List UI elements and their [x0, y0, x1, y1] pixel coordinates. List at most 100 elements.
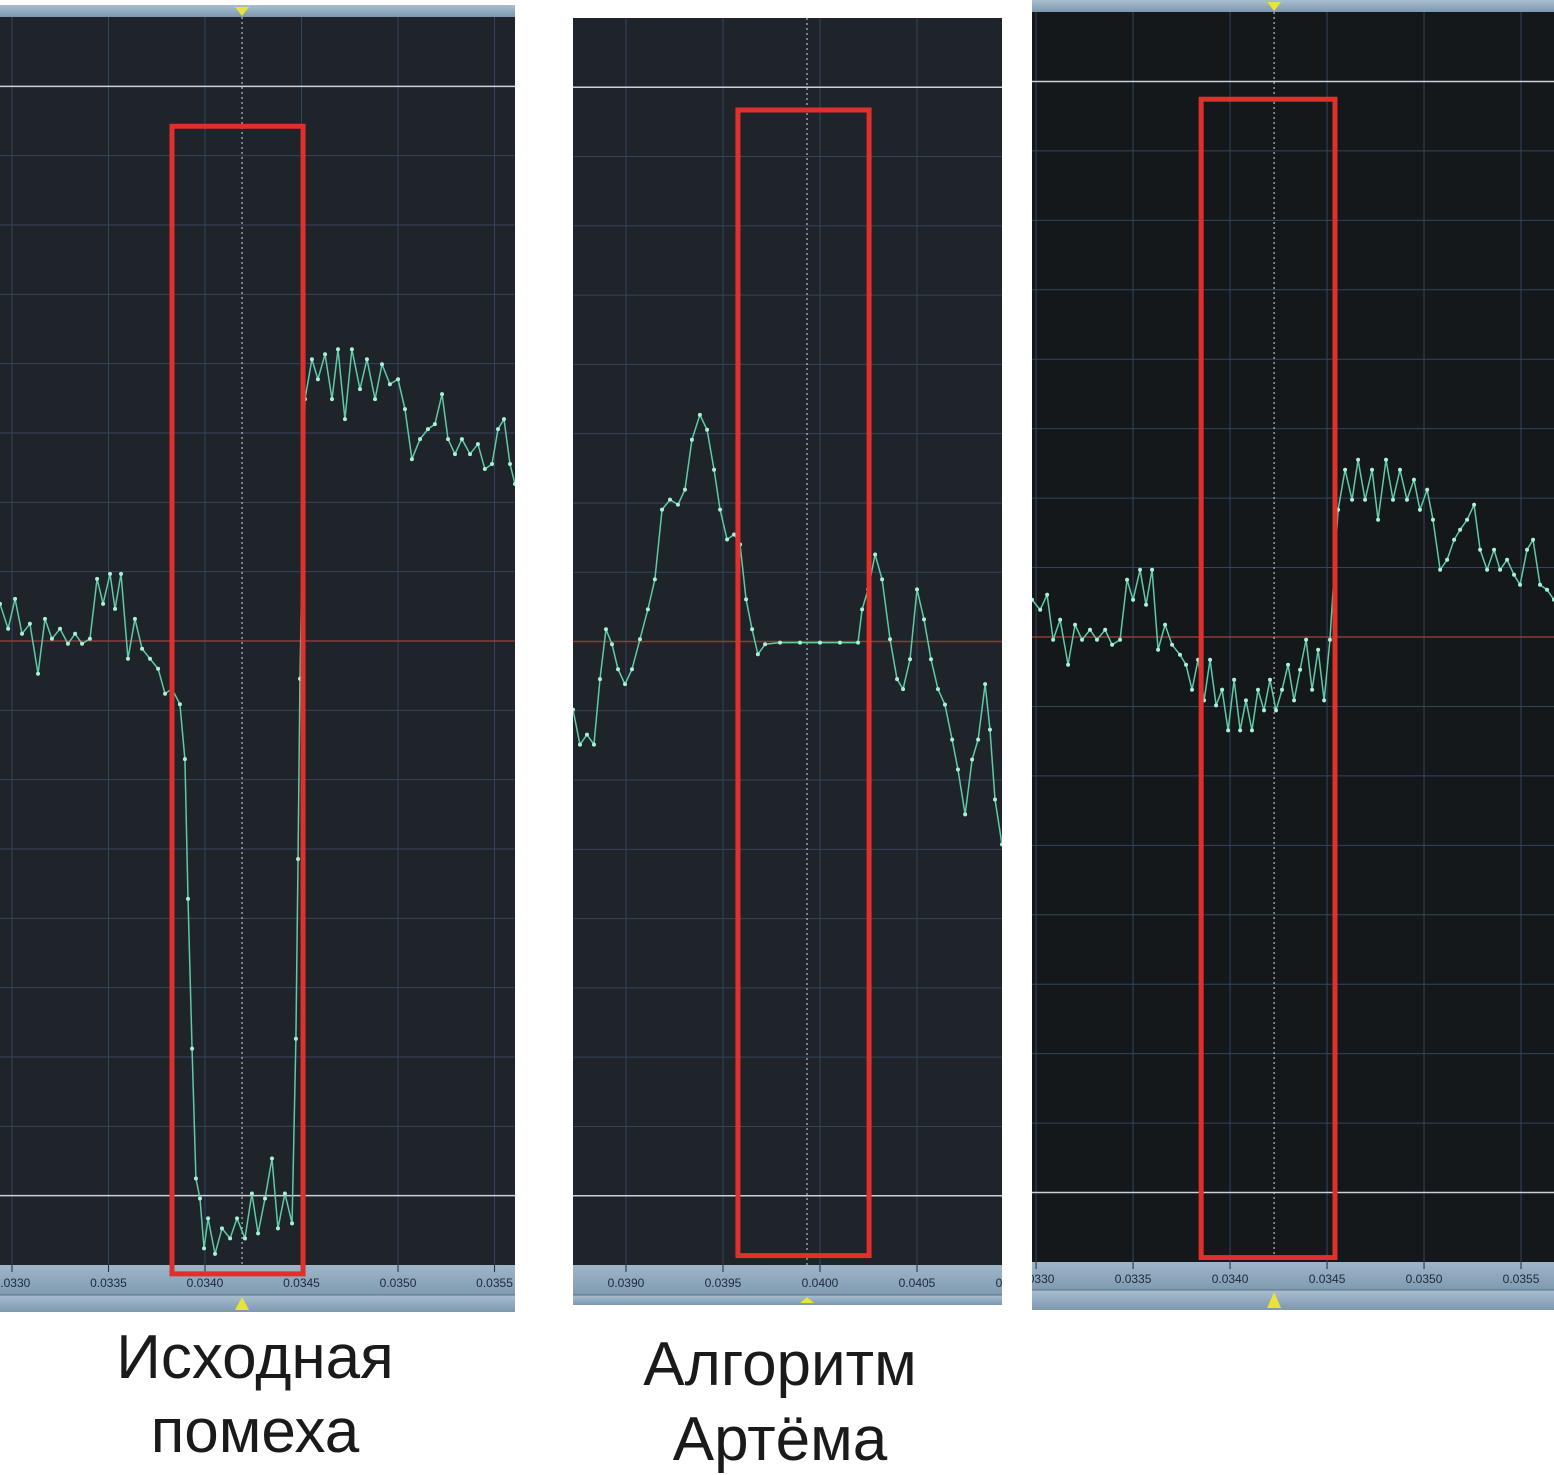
sample-point — [725, 537, 730, 542]
waveform — [573, 412, 1002, 845]
sample-point — [213, 1251, 218, 1256]
sample-point — [1073, 622, 1078, 627]
sample-point — [490, 462, 495, 467]
sample-point — [396, 377, 401, 382]
sample-point — [1452, 537, 1457, 542]
sample-point — [901, 687, 906, 692]
sample-point — [1226, 728, 1231, 733]
sample-point — [1505, 557, 1510, 562]
sample-point — [0, 601, 2, 606]
sample-point — [140, 646, 145, 651]
sample-point — [895, 677, 900, 682]
x-tick-label: 0.0395 — [705, 1276, 742, 1290]
sample-point — [282, 1191, 287, 1196]
sample-point — [190, 1046, 195, 1051]
sample-point — [1118, 637, 1123, 642]
sample-point — [357, 387, 362, 392]
sample-point — [49, 636, 54, 641]
sample-point — [147, 656, 152, 661]
sample-point — [597, 677, 602, 682]
sample-point — [119, 571, 124, 576]
sample-point — [323, 352, 328, 357]
sample-point — [935, 687, 940, 692]
caption: помеха — [151, 1397, 360, 1466]
sample-point — [1286, 662, 1291, 667]
sample-point — [873, 552, 878, 557]
sample-point — [1472, 502, 1477, 507]
highlight-box — [169, 123, 306, 1277]
x-tick-label: 0.0350 — [1406, 1272, 1443, 1286]
sample-point — [1492, 547, 1497, 552]
sample-point — [1292, 698, 1297, 703]
sample-point — [750, 627, 755, 632]
sample-point — [1343, 467, 1348, 472]
sample-point — [1304, 637, 1309, 642]
sample-point — [513, 482, 515, 487]
sample-point — [1538, 582, 1543, 587]
sample-point — [1376, 517, 1381, 522]
sample-point — [364, 357, 369, 362]
waveform — [1032, 459, 1554, 731]
sample-point — [330, 397, 335, 402]
sample-point — [993, 797, 998, 802]
sample-point — [507, 462, 512, 467]
sample-point — [675, 502, 680, 507]
sample-point — [1184, 662, 1189, 667]
sample-point — [58, 626, 63, 631]
x-tick-label: 0.0390 — [608, 1276, 645, 1290]
sample-point — [1262, 708, 1266, 713]
sample-point — [1274, 708, 1279, 713]
sample-point — [1032, 597, 1034, 602]
x-tick-label: 0.0355 — [1503, 1272, 1540, 1286]
sample-point — [1131, 597, 1136, 602]
sample-point — [603, 627, 608, 632]
sample-point — [950, 737, 955, 742]
sample-point — [955, 767, 960, 772]
sample-point — [1485, 567, 1490, 572]
sample-point — [1310, 687, 1315, 692]
sample-point — [1045, 592, 1050, 597]
cursor-marker — [1267, 1292, 1282, 1308]
x-tick-label: 0.0410 — [996, 1276, 1033, 1290]
sample-point — [1066, 662, 1071, 667]
sample-point — [1390, 497, 1395, 502]
x-tick-label: 0.0330 — [1018, 1272, 1055, 1286]
sample-point — [1465, 517, 1470, 522]
sample-point — [501, 417, 506, 422]
sample-point — [682, 487, 687, 492]
sample-point — [1144, 602, 1149, 607]
sample-point — [1178, 652, 1183, 657]
sample-point — [293, 1036, 298, 1041]
sample-point — [432, 422, 437, 427]
cursor-marker — [1267, 2, 1282, 11]
sample-point — [1051, 637, 1056, 642]
sample-point — [778, 640, 783, 645]
sample-point — [1404, 497, 1409, 502]
sample-point — [296, 856, 301, 861]
bottom-bar — [0, 1295, 515, 1312]
panel: 0.0330 0.0335 0.0340 0.0345 0.0350 0.0355 — [1018, 0, 1554, 1310]
sample-point — [373, 397, 378, 402]
sample-point — [256, 1231, 261, 1236]
sample-point — [335, 347, 340, 352]
sample-point — [1249, 728, 1254, 733]
sample-point — [1255, 687, 1260, 692]
sample-point — [1411, 477, 1416, 482]
x-tick-label: 0.0330 — [0, 1276, 31, 1290]
caption: Исходная — [116, 1323, 393, 1392]
x-tick-label: 0.0335 — [90, 1276, 127, 1290]
sample-point — [1103, 627, 1108, 632]
sample-point — [249, 1191, 254, 1196]
sample-point — [645, 607, 650, 612]
sample-point — [1163, 622, 1168, 627]
sample-point — [1397, 467, 1402, 472]
sample-point — [418, 437, 423, 442]
sample-point — [342, 417, 347, 422]
sample-point — [1208, 657, 1213, 662]
sample-point — [718, 507, 723, 512]
sample-point — [629, 667, 634, 672]
sample-point — [113, 606, 118, 611]
sample-point — [1445, 557, 1450, 562]
sample-point — [1518, 582, 1523, 587]
